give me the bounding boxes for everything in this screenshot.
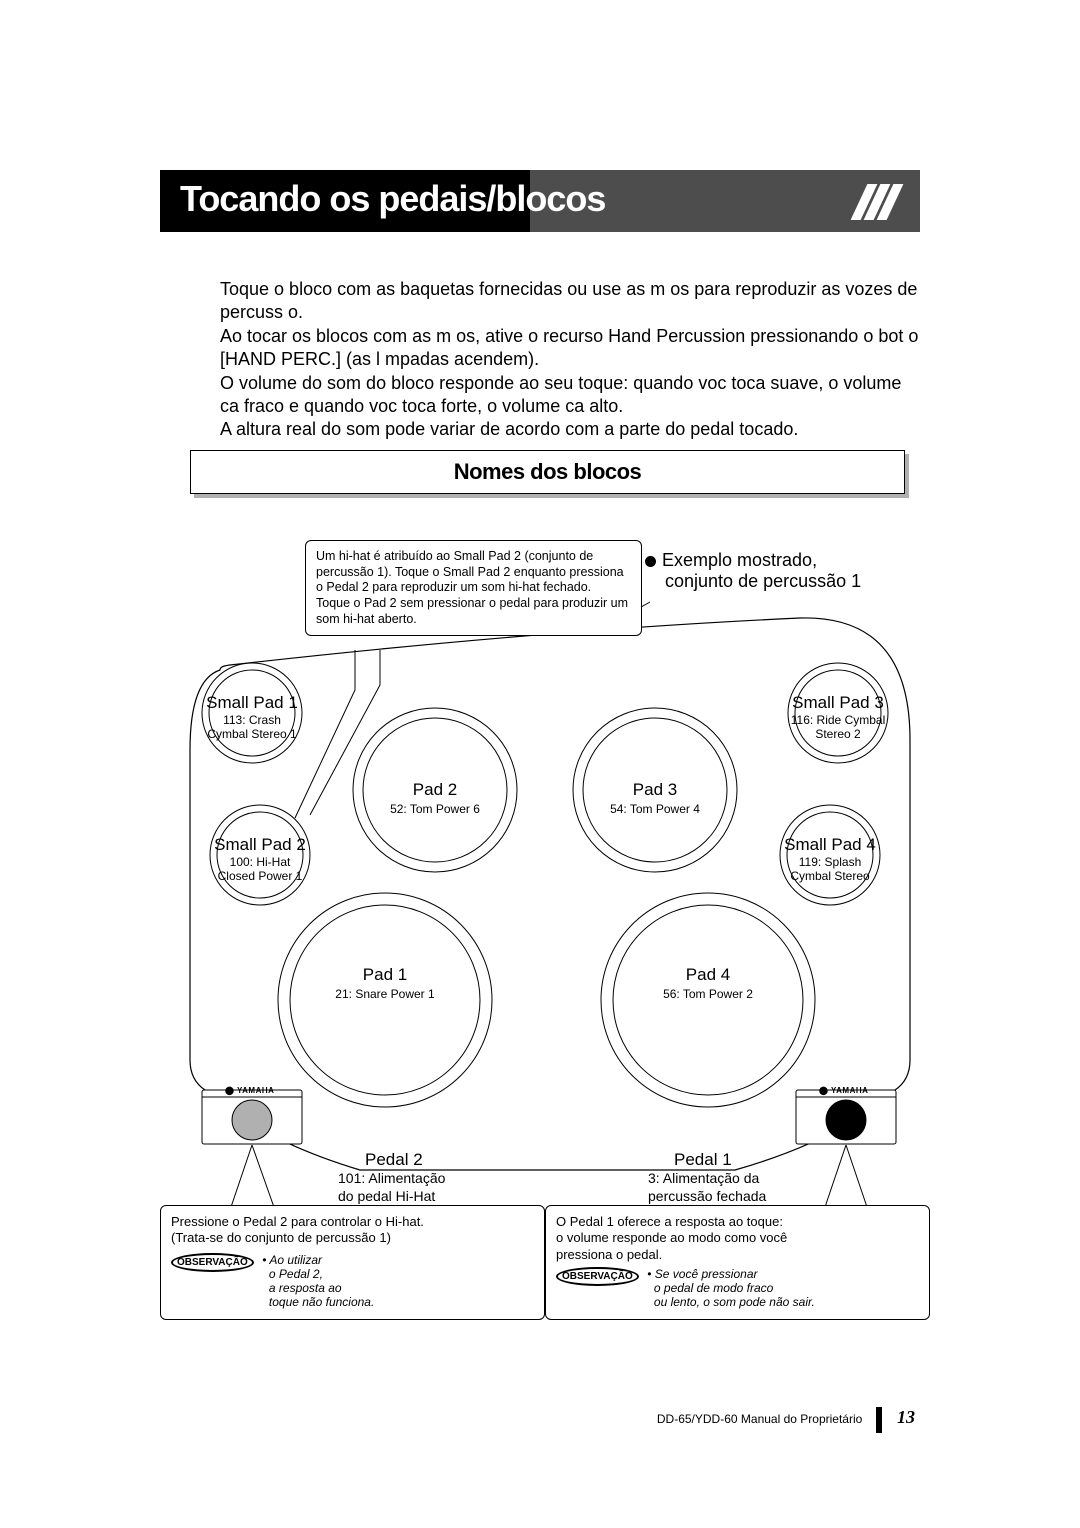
brand-label-left: ⬤ YAMAHA	[225, 1086, 274, 1096]
small-pad-1-sub2: Cymbal Stereo 1	[207, 727, 297, 741]
small-pad-1-sub1: 113: Crash	[223, 713, 281, 727]
section-heading: Nomes dos blocos	[454, 459, 642, 485]
pedal-1-note-box: O Pedal 1 oferece a resposta ao toque: o…	[545, 1205, 930, 1320]
footer-text: DD-65/YDD-60 Manual do Proprietário	[657, 1412, 862, 1426]
small-pad-2-name: Small Pad 2	[214, 835, 306, 854]
intro-line: O volume do som do bloco responde ao seu…	[220, 373, 901, 416]
intro-line: Ao tocar os blocos com as m os, ative o …	[220, 326, 918, 369]
pedal-2-name: Pedal 2	[365, 1150, 423, 1170]
diagram-svg: Small Pad 1 113: Crash Cymbal Stereo 1 S…	[160, 520, 920, 1320]
pedal-2-obs: • Ao utilizar o Pedal 2, a resposta ao t…	[262, 1253, 374, 1309]
hihat-note-p2: Toque o Pad 2 sem pressionar o pedal par…	[316, 596, 631, 627]
pad-2-name: Pad 2	[413, 780, 457, 799]
page-number: 13	[897, 1407, 915, 1427]
pad-diagram: Exemplo mostrado, conjunto de percussão …	[160, 520, 920, 1320]
pedal-2-note-box: Pressione o Pedal 2 para controlar o Hi-…	[160, 1205, 545, 1320]
pad-4-sub1: 56: Tom Power 2	[663, 987, 753, 1001]
pedal-1-sub2: percussão fechada	[648, 1188, 766, 1204]
small-pad-1-name: Small Pad 1	[206, 693, 298, 712]
hihat-note-p1: Um hi-hat é atribuído ao Small Pad 2 (co…	[316, 549, 631, 596]
brand-label-right: ⬤ YAMAHA	[819, 1086, 868, 1096]
pedal-1-sub1: 3: Alimentação da	[648, 1170, 759, 1186]
small-pad-3-sub2: Stereo 2	[815, 727, 861, 741]
pedal-2-note-l2: (Trata-se do conjunto de percussão 1)	[171, 1230, 534, 1246]
small-pad-2-sub2: Closed Power 1	[218, 869, 303, 883]
pedal-2-sub2: do pedal Hi-Hat	[338, 1188, 435, 1204]
pedal-2-note-l1: Pressione o Pedal 2 para controlar o Hi-…	[171, 1214, 534, 1230]
small-pad-4-name: Small Pad 4	[784, 835, 876, 854]
small-pad-3-name: Small Pad 3	[792, 693, 884, 712]
pad-3-sub1: 54: Tom Power 4	[610, 802, 700, 816]
small-pad-4-sub1: 119: Splash	[799, 855, 862, 869]
pad-3-name: Pad 3	[633, 780, 677, 799]
pedal-1-note-l2: o volume responde ao modo como você	[556, 1230, 919, 1246]
pad-1-name: Pad 1	[363, 965, 407, 984]
pedal-1-name: Pedal 1	[674, 1150, 732, 1170]
page-title: Tocando os pedais/blocos	[180, 178, 605, 220]
small-pad-4-sub2: Cymbal Stereo	[790, 869, 870, 883]
pad-4-name: Pad 4	[686, 965, 730, 984]
hihat-note-box: Um hi-hat é atribuído ao Small Pad 2 (co…	[305, 540, 642, 636]
intro-line: A altura real do som pode variar de acor…	[220, 419, 798, 439]
pad-1-sub1: 21: Snare Power 1	[335, 987, 435, 1001]
pedal-1-obs: • Se você pressionar o pedal de modo fra…	[647, 1267, 815, 1309]
manual-page: Tocando os pedais/blocos Toque o bloco c…	[0, 0, 1080, 1528]
pad-2-sub1: 52: Tom Power 6	[390, 802, 480, 816]
intro-text: Toque o bloco com as baquetas fornecidas…	[220, 278, 920, 442]
page-footer: DD-65/YDD-60 Manual do Proprietário 13	[657, 1407, 915, 1433]
title-bar: Tocando os pedais/blocos	[160, 170, 920, 232]
slash-icon	[859, 184, 895, 220]
pedal-1-note-l3: pressiona o pedal.	[556, 1247, 919, 1263]
pedal-1-note-l1: O Pedal 1 oferece a resposta ao toque:	[556, 1214, 919, 1230]
pedal-2-sub1: 101: Alimentação	[338, 1170, 445, 1186]
observation-badge: OBSERVAÇÃO	[171, 1253, 254, 1272]
small-pad-3-sub1: 116: Ride Cymbal	[791, 713, 886, 727]
section-heading-box: Nomes dos blocos	[190, 450, 905, 494]
observation-badge: OBSERVAÇÃO	[556, 1267, 639, 1286]
small-pad-2-sub1: 100: Hi-Hat	[230, 855, 291, 869]
footer-bar-icon	[876, 1407, 882, 1433]
intro-line: Toque o bloco com as baquetas fornecidas…	[220, 279, 917, 322]
